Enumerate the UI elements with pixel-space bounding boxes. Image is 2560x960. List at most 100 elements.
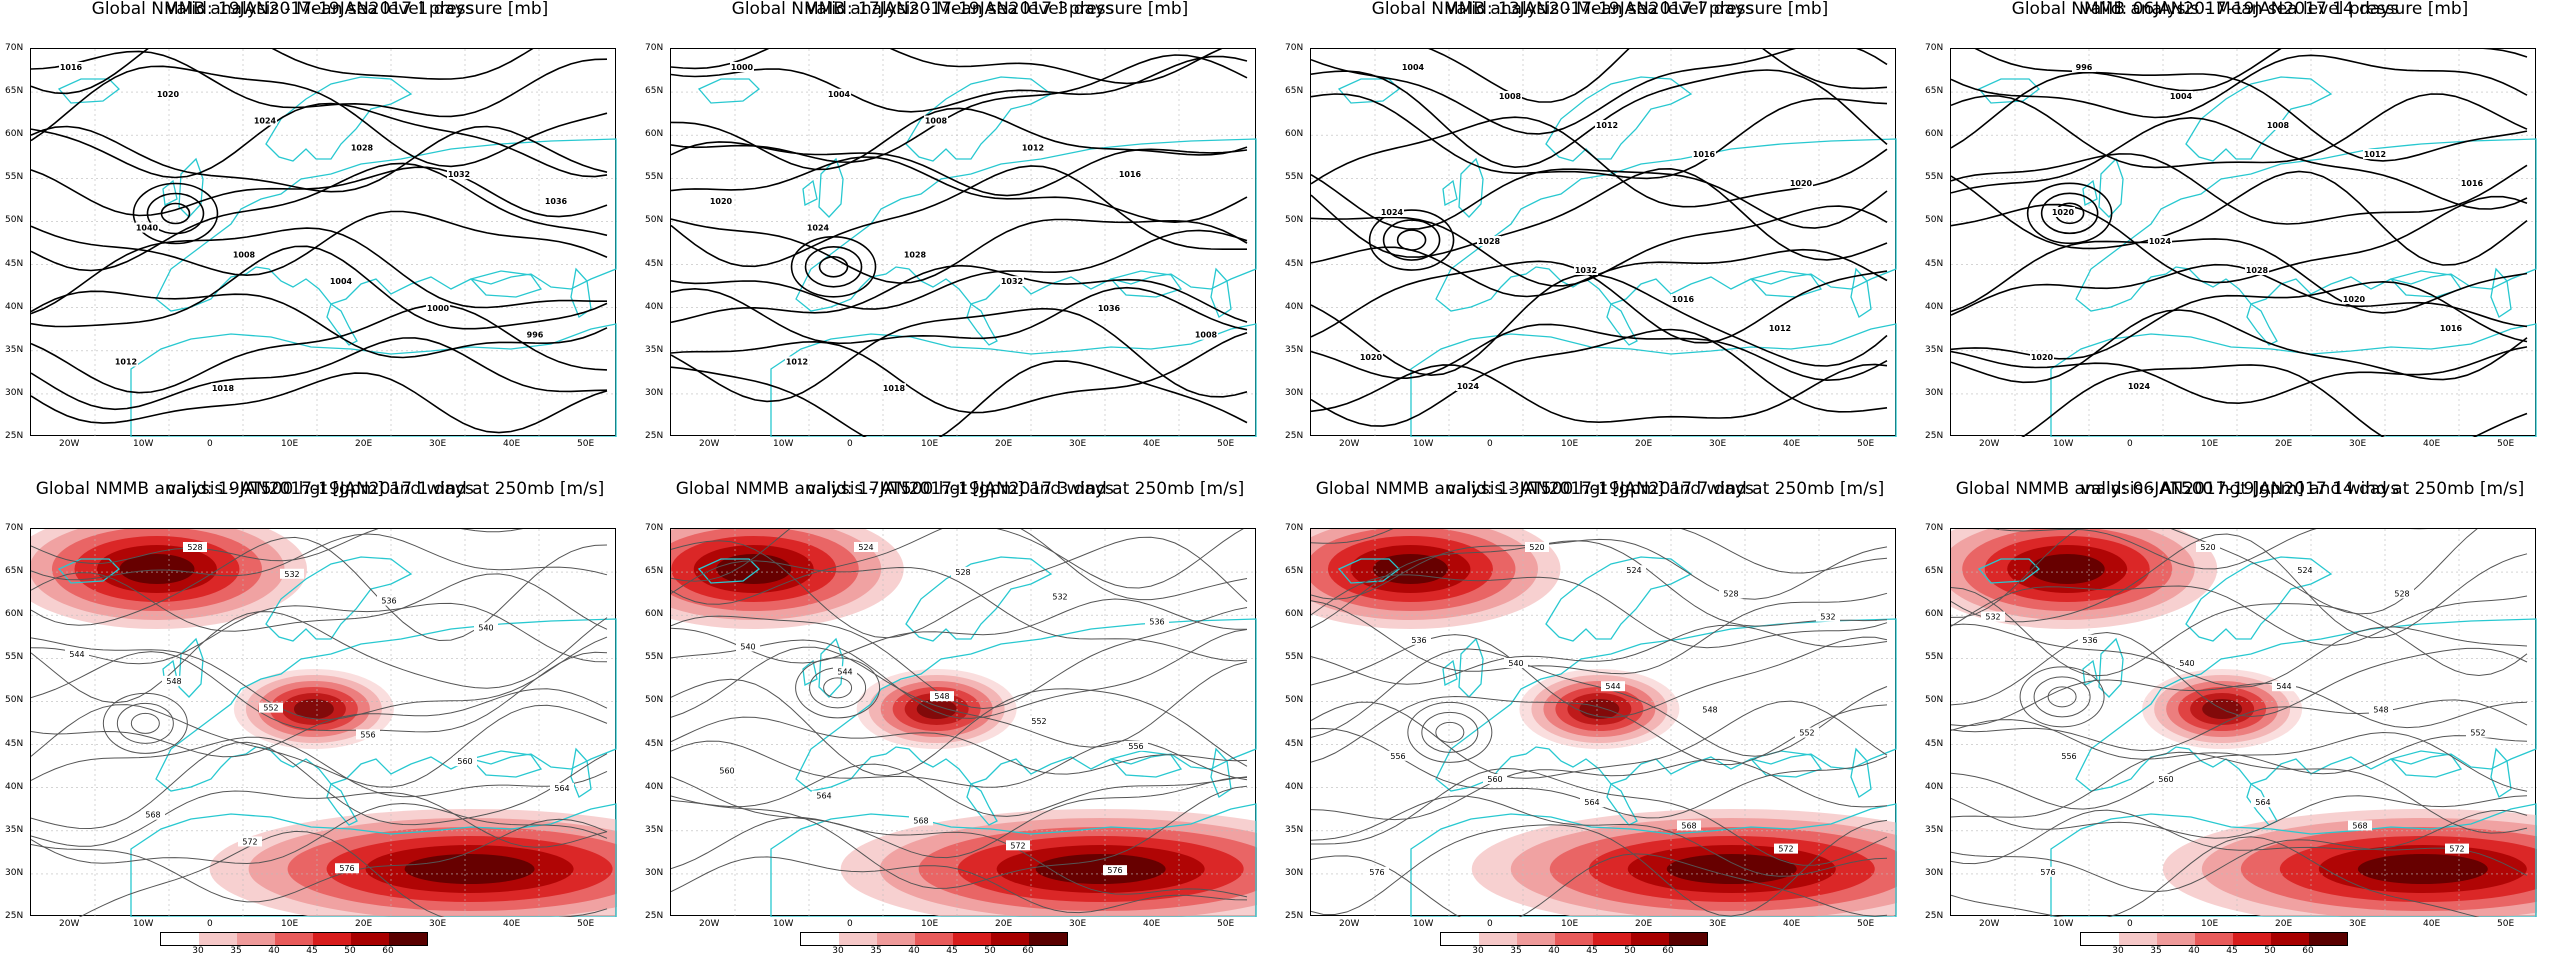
coastline [1337, 558, 1400, 584]
lon-tick-label: 0 [2127, 439, 2133, 449]
contour-label: 540 [1504, 658, 1528, 668]
legend-swatch [275, 933, 313, 945]
contour-label: 1032 [1574, 265, 1598, 275]
map-area[interactable]: 996 1004 1008 1012 1016 1020 1024 1028 1020 1016 1… [1925, 43, 2537, 449]
lon-tick-label: 50E [2497, 919, 2515, 929]
coastline [795, 138, 1257, 312]
isoline [31, 102, 608, 179]
contour-label: 576 [335, 863, 359, 874]
lat-tick-label: 30N [1925, 387, 1944, 398]
lat-tick-label: 50N [1285, 695, 1304, 706]
map-svg: 996 1004 1008 1012 1016 1020 1024 1028 1020 1016 1… [1951, 49, 2537, 437]
isoline [671, 229, 1248, 310]
contour-label: 1012 [1595, 120, 1619, 130]
svg-text:1020: 1020 [2343, 295, 2366, 304]
svg-text:1012: 1012 [786, 357, 808, 366]
closed-isoline [2047, 686, 2077, 708]
lat-tick-label: 40N [1285, 781, 1304, 792]
lat-tick-label: 65N [1925, 86, 1944, 97]
contour-label: 576 [1103, 865, 1127, 876]
contour-label: 996 [523, 329, 547, 340]
lat-tick-label: 55N [1925, 652, 1944, 663]
isoline [31, 304, 608, 394]
lon-tick-label: 0 [1487, 919, 1493, 929]
svg-text:544: 544 [69, 650, 84, 659]
closed-isoline [160, 202, 191, 225]
legend-tick-label: 40 [2188, 946, 2200, 956]
legend-swatch [2271, 933, 2309, 945]
isoline [671, 218, 1248, 284]
lat-tick-label: 70N [5, 43, 24, 53]
wind-shade [1666, 854, 1797, 884]
contour-label: 548 [930, 691, 954, 702]
legend-swatch [1517, 933, 1555, 945]
lon-tick-label: 50E [2497, 439, 2515, 449]
isoline [671, 560, 1248, 662]
lon-tick-label: 10W [133, 919, 154, 929]
lat-tick-label: 25N [5, 431, 24, 441]
svg-text:1032: 1032 [448, 170, 470, 179]
closed-isoline [1368, 209, 1455, 271]
lon-tick-label: 0 [1487, 439, 1493, 449]
svg-text:576: 576 [2040, 868, 2055, 877]
contour-label: 1008 [1194, 329, 1218, 340]
contour-label: 1004 [329, 276, 353, 287]
panel-mslp-1day: Global NMMB analysis - Mean sea level pr… [0, 0, 640, 480]
map-area[interactable]: 528 532 536 540 544 548 552 556 560 564 568 572 576 7… [5, 523, 617, 929]
isoline [31, 802, 608, 865]
contour-label: 1028 [350, 142, 374, 153]
contour-label: 1004 [1401, 62, 1425, 72]
panel-subtitle: valid: 06JAN2017-19JAN2017 14 days [2080, 0, 2400, 19]
lat-tick-label: 60N [645, 609, 664, 620]
contour-label: 1008 [924, 115, 948, 126]
svg-text:1012: 1012 [1022, 143, 1044, 152]
lat-tick-label: 30N [5, 387, 24, 398]
closed-isoline [795, 657, 881, 719]
lat-tick-label: 30N [1285, 867, 1304, 878]
coastline [1545, 556, 1693, 642]
wind-shade [119, 554, 195, 584]
lon-tick-label: 50E [1857, 439, 1875, 449]
lat-tick-label: 50N [5, 695, 24, 706]
isoline [1992, 529, 2429, 570]
coastline [966, 302, 998, 346]
isoline [671, 776, 1248, 859]
lon-tick-label: 10E [2201, 919, 2219, 929]
lat-tick-label: 70N [645, 523, 664, 533]
map-area[interactable]: 524 528 532 536 540 544 548 552 556 560 564 568 572 5… [645, 523, 1257, 929]
svg-text:1004: 1004 [1402, 63, 1425, 72]
contour-label: 524 [2293, 565, 2317, 576]
map-area[interactable]: 1000 1004 1008 1012 1016 1020 1024 1028 1032 1036… [645, 43, 1257, 449]
legend-swatch [2309, 933, 2347, 945]
contour-label: 560 [2154, 774, 2178, 784]
lat-tick-label: 30N [1925, 867, 1944, 878]
lat-tick-label: 65N [5, 86, 24, 97]
svg-text:1024: 1024 [2149, 237, 2172, 246]
isoline [1951, 71, 2528, 162]
legend-tick-label: 60 [2302, 946, 2314, 956]
legend-tick-label: 50 [344, 946, 356, 956]
map-area[interactable]: 520 524 528 532 536 540 544 548 552 556 560 564 568 5… [1285, 523, 1897, 929]
closed-isoline [2033, 676, 2091, 718]
lon-tick-label: 50E [1217, 439, 1235, 449]
map-area[interactable]: 1016 1020 1024 1028 1032 1036 1040 1008 1004 1000… [5, 43, 617, 449]
contour-label: 996 [2072, 62, 2096, 72]
contour-label: 1012 [114, 356, 138, 367]
coastline [2075, 138, 2537, 312]
lon-tick-label: 0 [847, 439, 853, 449]
closed-isoline [1396, 229, 1427, 251]
isoline [671, 536, 1248, 639]
coastline [2490, 747, 2512, 798]
isoline [31, 166, 608, 218]
contour-label: 536 [1145, 616, 1169, 627]
lat-tick-label: 45N [1925, 738, 1944, 749]
contour-label: 532 [1048, 591, 1072, 602]
contour-label: 576 [1365, 866, 1389, 877]
isoline [671, 646, 1248, 748]
map-area[interactable]: 520 524 528 532 536 540 544 548 552 556 560 564 568 5… [1925, 523, 2537, 929]
map-area[interactable]: 1004 1008 1012 1016 1020 1024 1028 1032 1016 1012… [1285, 43, 1897, 449]
isoline [671, 817, 1248, 898]
lon-tick-label: 30E [1709, 439, 1727, 449]
closed-isoline [818, 255, 849, 278]
isoline [31, 736, 608, 798]
